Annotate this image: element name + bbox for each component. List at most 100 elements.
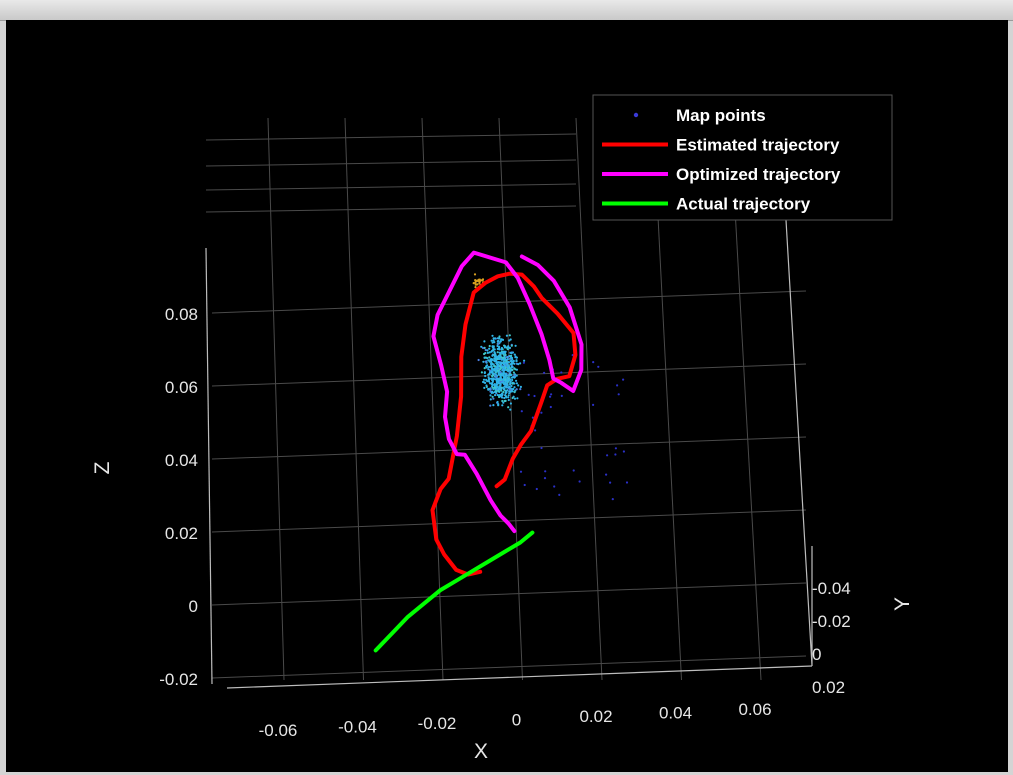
y-tick-label: -0.02 <box>812 612 851 631</box>
map-point <box>497 371 500 374</box>
map-point <box>493 386 496 389</box>
map-point <box>507 394 510 397</box>
grid-line-x <box>344 117 364 681</box>
map-point <box>481 278 484 282</box>
map-point <box>488 351 491 354</box>
grid-line-back <box>205 183 577 191</box>
map-point <box>496 400 499 404</box>
map-point <box>519 362 522 365</box>
map-point <box>486 364 489 367</box>
map-point <box>474 286 477 289</box>
map-point <box>501 369 504 372</box>
x-tick-label: 0.02 <box>579 707 612 726</box>
map-point <box>513 391 516 394</box>
map-point <box>497 378 500 381</box>
map-point <box>614 453 617 456</box>
tick-labels: -0.06 -0.04 -0.02 0 0.02 0.04 0.06 -0.02 0 0.02 0.… <box>159 305 851 740</box>
map-point <box>510 376 514 379</box>
grid-line-back <box>205 133 577 141</box>
map-point <box>611 498 614 501</box>
map-point <box>483 352 486 356</box>
map-point <box>489 398 492 401</box>
z-tick-label: 0.04 <box>165 451 198 470</box>
map-point <box>498 348 501 351</box>
map-point <box>487 365 491 369</box>
map-point <box>504 353 507 357</box>
map-point <box>543 477 547 480</box>
map-point <box>500 348 503 351</box>
z-tick-label: 0 <box>189 597 198 616</box>
map-point <box>485 384 488 387</box>
map-point <box>491 354 494 357</box>
map-point <box>507 406 510 409</box>
map-point <box>514 356 517 359</box>
map-point <box>510 354 513 357</box>
map-point <box>491 383 494 386</box>
map-point <box>491 395 494 398</box>
y-axis-label: Y <box>891 597 914 611</box>
map-point <box>487 373 490 376</box>
map-point <box>501 399 504 403</box>
map-point <box>498 395 501 399</box>
map-point <box>492 349 495 352</box>
map-point <box>509 380 512 383</box>
grid-line-z <box>211 582 807 606</box>
map-point <box>560 371 563 374</box>
map-point <box>501 404 504 407</box>
map-point <box>474 280 477 283</box>
map-point <box>493 351 496 354</box>
map-point <box>540 411 543 414</box>
map-point <box>507 396 510 399</box>
map-point <box>507 365 510 368</box>
grid-line-x <box>267 117 285 681</box>
map-point <box>527 393 530 396</box>
figure-canvas: -0.06 -0.04 -0.02 0 0.02 0.04 0.06 -0.02 0 0.02 0.… <box>6 20 1008 772</box>
map-point <box>509 369 512 372</box>
map-point <box>499 380 502 384</box>
map-point <box>500 358 503 361</box>
map-point <box>504 378 507 381</box>
map-point <box>491 334 494 337</box>
legend[interactable]: Map points Estimated trajectory Optimized … <box>592 94 893 221</box>
map-point <box>519 385 523 388</box>
map-point <box>490 365 493 368</box>
map-point <box>517 384 520 387</box>
map-point <box>523 359 526 362</box>
map-point <box>498 335 501 338</box>
map-point <box>490 377 493 380</box>
map-point <box>480 345 483 348</box>
map-point <box>511 368 514 371</box>
map-point <box>489 394 492 397</box>
legend-label: Estimated trajectory <box>676 136 840 155</box>
map-point <box>482 360 485 363</box>
map-point <box>500 378 503 381</box>
map-point <box>502 358 505 361</box>
map-point <box>507 361 510 364</box>
map-point <box>514 344 517 347</box>
legend-marker <box>633 112 639 118</box>
map-point <box>491 341 494 344</box>
map-point <box>488 388 491 391</box>
map-point <box>523 483 526 487</box>
map-point <box>499 351 502 354</box>
map-point <box>497 342 500 345</box>
axes <box>205 219 813 689</box>
map-point <box>506 362 509 365</box>
map-point <box>506 389 509 392</box>
map-point <box>499 382 502 385</box>
legend-label: Optimized trajectory <box>676 165 841 184</box>
map-point <box>511 382 514 385</box>
3d-scatter-plot[interactable]: -0.06 -0.04 -0.02 0 0.02 0.04 0.06 -0.02 0 0.02 0.… <box>6 20 1008 772</box>
map-point <box>572 469 575 472</box>
x-axis-label: X <box>474 740 488 763</box>
map-point <box>503 346 506 349</box>
y-tick-label: 0 <box>812 645 821 664</box>
map-point <box>490 339 493 342</box>
map-point <box>502 372 505 375</box>
map-point <box>549 405 552 409</box>
x-tick-label: -0.02 <box>418 714 457 733</box>
map-point <box>473 273 477 276</box>
map-point <box>504 394 507 397</box>
map-point <box>497 339 500 342</box>
map-point <box>488 369 491 372</box>
